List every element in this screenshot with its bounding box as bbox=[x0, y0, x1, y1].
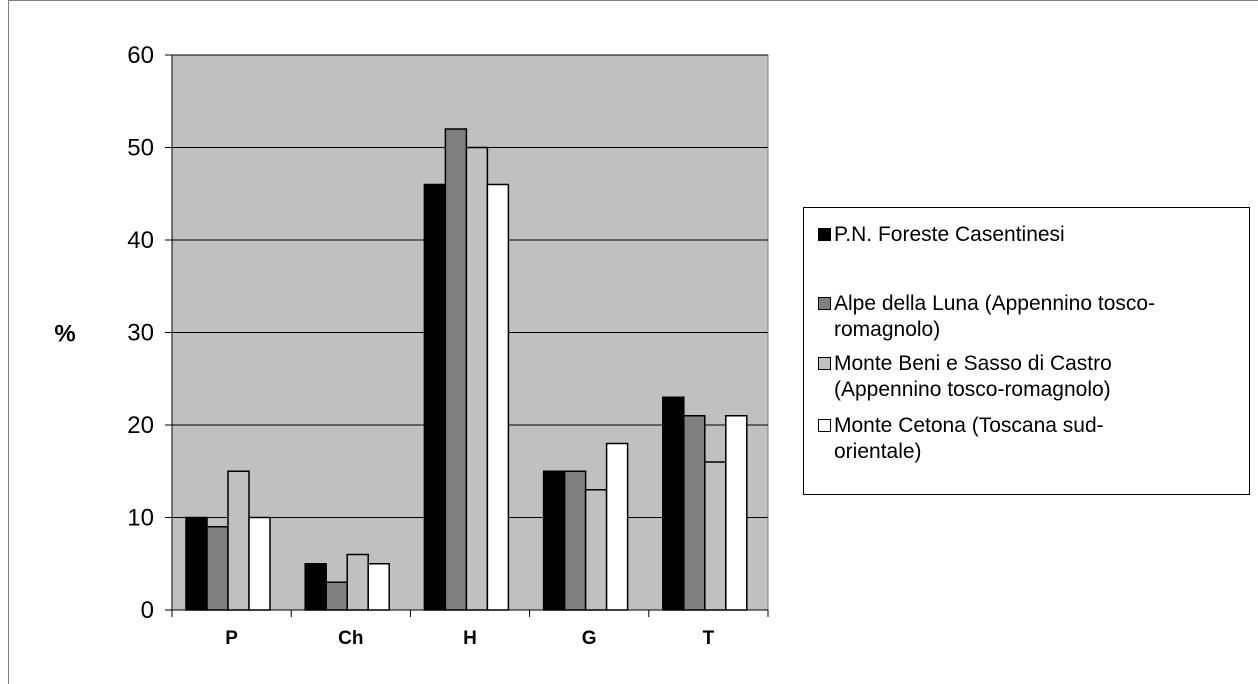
bar-T-series-1 bbox=[662, 396, 685, 611]
legend-item: Monte Cetona (Toscana sud-orientale) bbox=[818, 413, 1238, 465]
y-axis-label: % bbox=[54, 321, 75, 348]
y-tick-label: 30 bbox=[127, 320, 154, 347]
legend-label-line: Alpe della Luna (Appennino tosco- bbox=[834, 292, 1156, 315]
bar-Ch-series-1 bbox=[304, 563, 327, 611]
bar-P-series-4 bbox=[248, 516, 271, 611]
legend-swatch bbox=[818, 297, 831, 310]
bar-Ch-series-4 bbox=[367, 563, 390, 611]
legend-label-line: Monte Cetona (Toscana sud- bbox=[834, 414, 1104, 437]
bar-G-series-1 bbox=[542, 470, 566, 611]
bar-G-series-4 bbox=[605, 442, 629, 611]
x-tick-label: H bbox=[463, 628, 477, 649]
legend-swatch bbox=[818, 419, 831, 432]
legend-label-line: Monte Beni e Sasso di Castro bbox=[834, 352, 1112, 375]
chart-frame bbox=[8, 0, 1258, 684]
legend-item: Alpe della Luna (Appennino tosco-romagno… bbox=[818, 291, 1238, 343]
axes bbox=[165, 54, 769, 617]
legend-label: Monte Beni e Sasso di Castro (Appennino t… bbox=[834, 351, 1112, 403]
bar-Ch-series-2 bbox=[325, 581, 348, 611]
y-tick-label: 10 bbox=[127, 505, 154, 532]
bar-T-series-3 bbox=[704, 461, 727, 611]
bar-Ch-series-3 bbox=[346, 553, 369, 611]
y-tick-label: 40 bbox=[127, 227, 154, 254]
legend-item: Monte Beni e Sasso di Castro (Appennino t… bbox=[818, 351, 1238, 403]
legend-label: P.N. Foreste Casentinesi bbox=[834, 222, 1065, 248]
bar-H-series-4 bbox=[486, 183, 510, 611]
bar-H-series-3 bbox=[465, 146, 489, 611]
legend-label: Alpe della Luna (Appennino tosco-romagno… bbox=[834, 291, 1155, 343]
legend-item: P.N. Foreste Casentinesi bbox=[818, 222, 1238, 248]
legend-label-line: (Appennino tosco-romagnolo) bbox=[834, 378, 1111, 401]
bar-G-series-2 bbox=[563, 470, 587, 611]
legend: P.N. Foreste Casentinesi Alpe della Luna … bbox=[803, 207, 1250, 495]
bar-P-series-2 bbox=[206, 526, 229, 611]
x-tick-label: P bbox=[225, 628, 238, 649]
y-tick-label: 50 bbox=[127, 135, 154, 162]
bar-H-series-2 bbox=[444, 128, 468, 611]
bar-P-series-3 bbox=[227, 470, 250, 611]
bar-G-series-3 bbox=[584, 489, 608, 611]
legend-swatch bbox=[818, 228, 831, 241]
legend-label-line: orientale) bbox=[834, 440, 922, 463]
x-tick-label: G bbox=[582, 628, 597, 649]
legend-label-line: romagnolo) bbox=[834, 318, 941, 341]
y-tick-label: 20 bbox=[127, 412, 154, 439]
legend-label-line: P.N. Foreste Casentinesi bbox=[834, 223, 1065, 246]
x-tick-label: Ch bbox=[338, 628, 363, 649]
bar-T-series-2 bbox=[683, 415, 706, 611]
y-tick-labels: 0 10 20 30 40 50 60 bbox=[127, 42, 154, 624]
legend-swatch bbox=[818, 357, 831, 370]
y-tick-label: 0 bbox=[141, 597, 154, 624]
bar-P-series-1 bbox=[185, 516, 208, 611]
x-tick-labels: P Ch H G T bbox=[225, 628, 714, 649]
bar-T-series-4 bbox=[725, 415, 748, 611]
bar-H-series-1 bbox=[423, 183, 447, 611]
y-tick-label: 60 bbox=[127, 42, 154, 69]
x-tick-label: T bbox=[703, 628, 715, 649]
legend-label: Monte Cetona (Toscana sud-orientale) bbox=[834, 413, 1104, 465]
